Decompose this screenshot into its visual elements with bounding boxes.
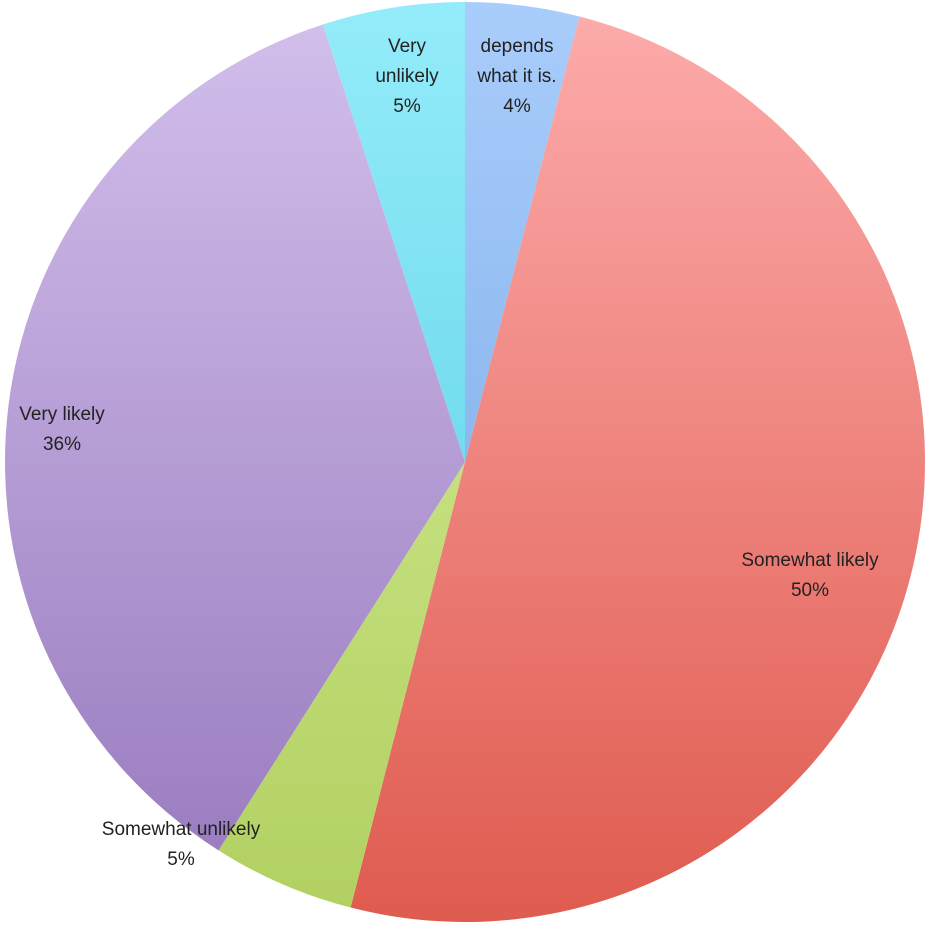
- pie-label-value: 5%: [393, 96, 421, 117]
- pie-slice-depends-what-it-is: [465, 1, 580, 462]
- pie-label-name: what it is.: [476, 66, 556, 87]
- pie-slice-somewhat-unlikely: [218, 462, 465, 908]
- pie-label-somewhat-unlikely: Somewhat unlikely 5%: [102, 819, 261, 870]
- pie-label-very-likely: Very likely 36%: [19, 404, 105, 455]
- pie-label-name: Very: [388, 36, 427, 57]
- pie-label-value: 50%: [791, 580, 829, 601]
- pie-label-name: depends: [481, 36, 554, 57]
- pie-label-very-unlikely: Very unlikely 5%: [375, 36, 439, 117]
- pie-slice-very-unlikely: [322, 1, 465, 462]
- pie-label-somewhat-likely: Somewhat likely 50%: [741, 550, 879, 601]
- pie-labels: depends what it is. 4%Somewhat likely 50%So…: [19, 36, 879, 870]
- pie-slices: [4, 1, 926, 923]
- pie-label-value: 36%: [43, 434, 81, 455]
- pie-label-name: unlikely: [375, 66, 439, 87]
- pie-label-depends-what-it-is: depends what it is. 4%: [476, 36, 556, 117]
- pie-label-name: Somewhat likely: [741, 550, 879, 571]
- pie-label-value: 4%: [503, 96, 531, 117]
- pie-slice-somewhat-likely: [350, 16, 926, 923]
- pie-label-name: Somewhat unlikely: [102, 819, 261, 840]
- pie-slice-very-likely: [4, 24, 465, 851]
- pie-label-name: Very likely: [19, 404, 105, 425]
- pie-label-value: 5%: [167, 849, 195, 870]
